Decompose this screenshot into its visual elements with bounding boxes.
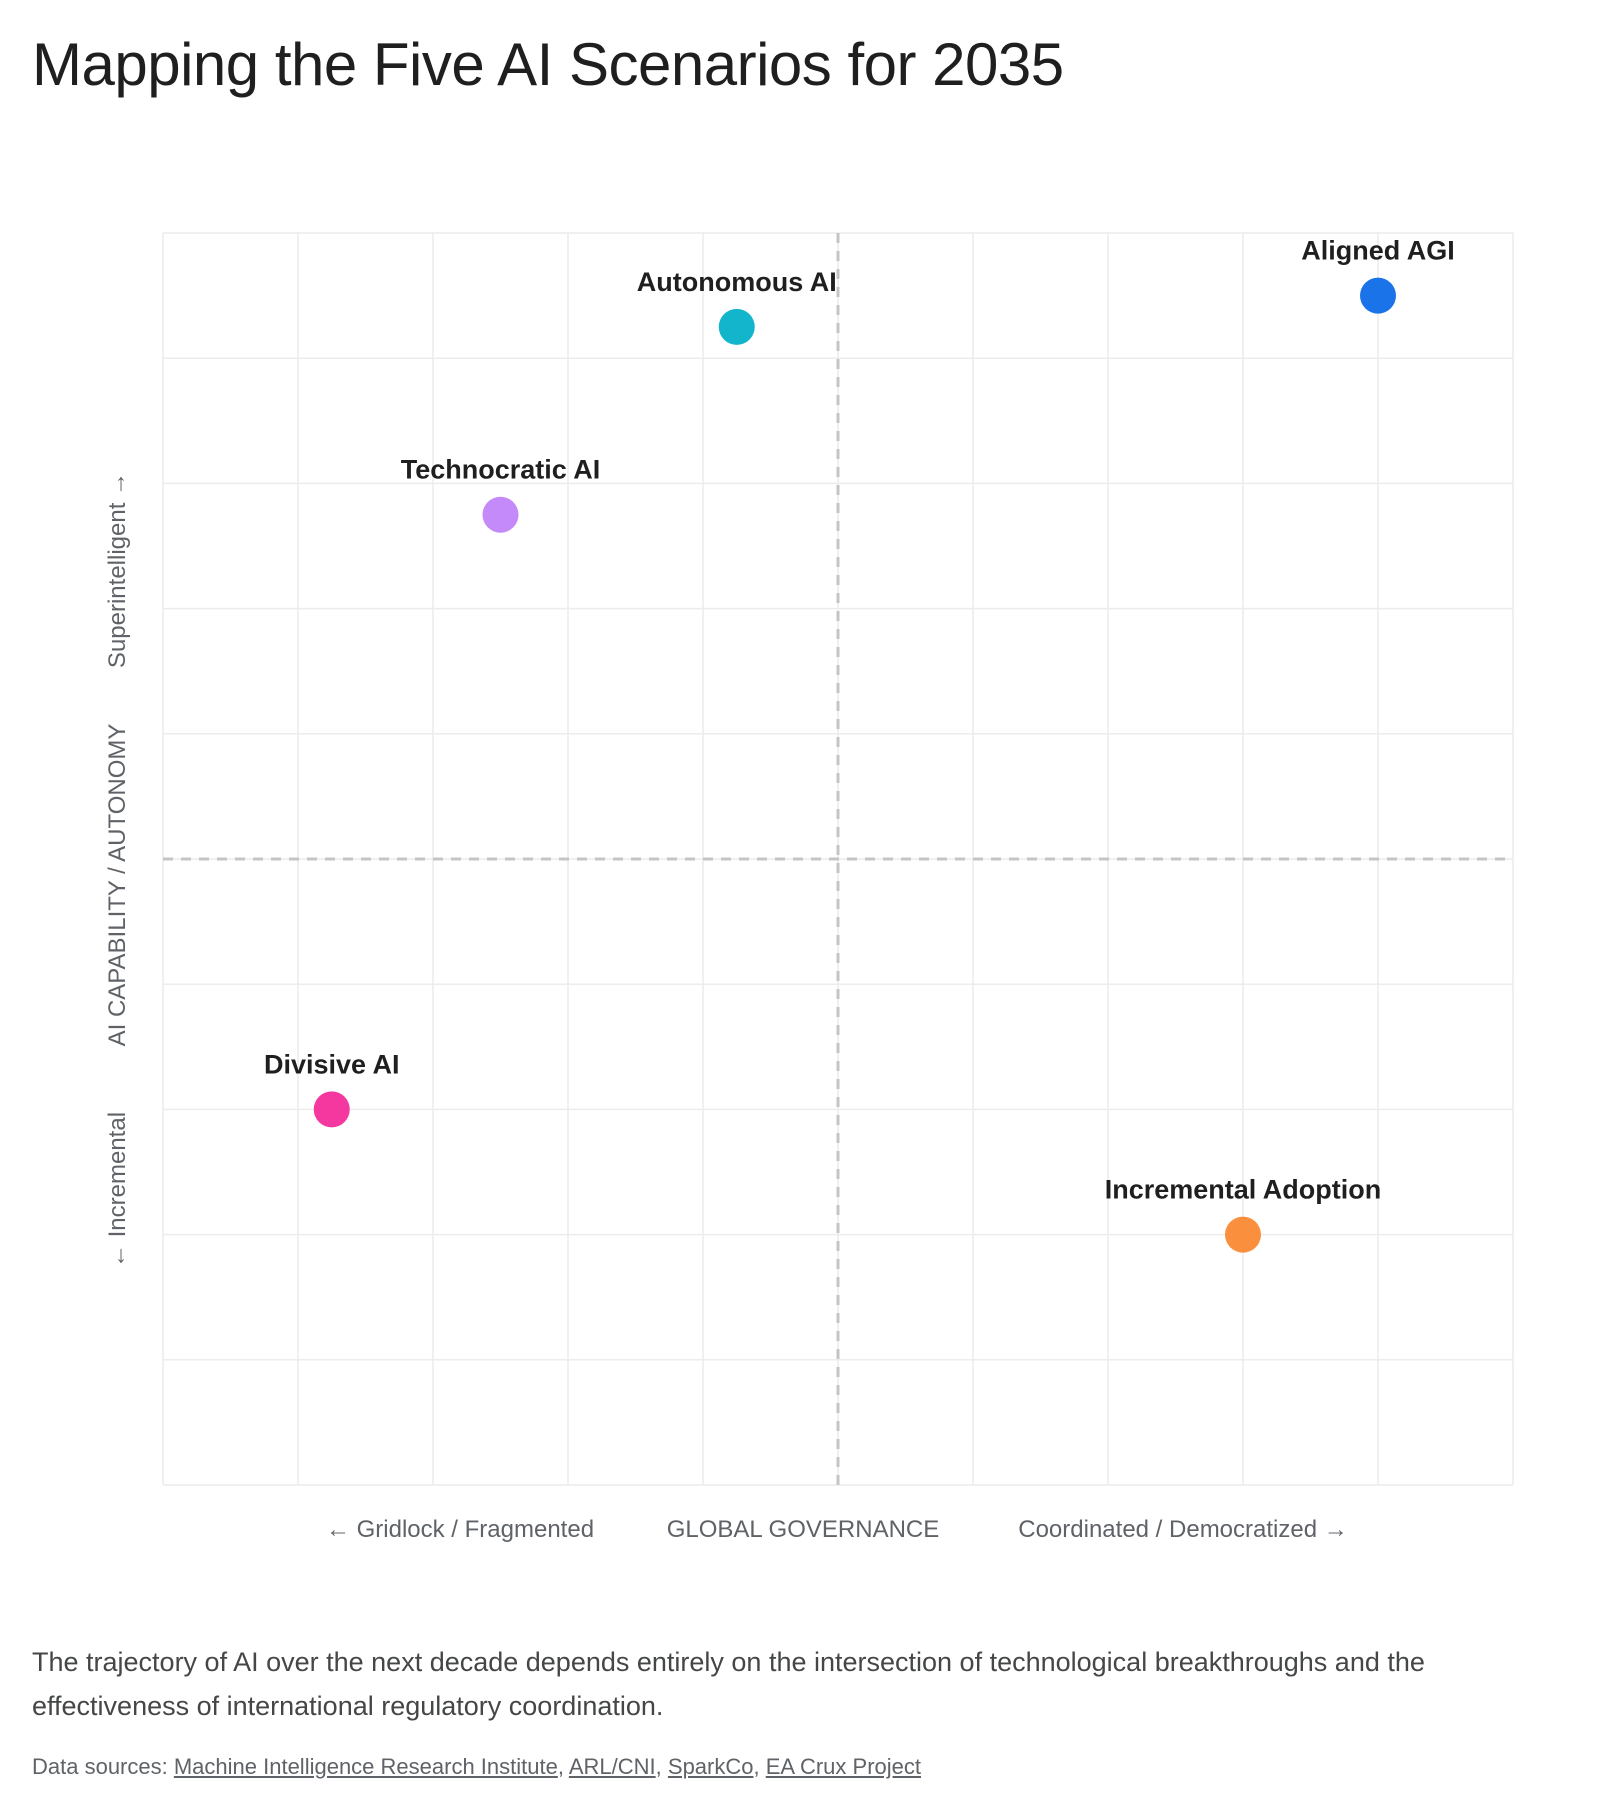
sources-prefix: Data sources: <box>32 1754 174 1779</box>
x-axis-high-label: Coordinated / Democratized → <box>1018 1516 1347 1543</box>
scenario-point-technocratic-ai[interactable]: Technocratic AI <box>401 455 601 533</box>
source-link-ea-crux[interactable]: EA Crux Project <box>765 1754 921 1779</box>
point-label: Incremental Adoption <box>1105 1175 1382 1205</box>
data-sources: Data sources: Machine Intelligence Resea… <box>32 1754 921 1779</box>
chart-caption: The trajectory of AI over the next decad… <box>32 1647 1425 1721</box>
x-axis-low-label: ← Gridlock / Fragmented <box>326 1516 594 1543</box>
source-link-sparkco[interactable]: SparkCo <box>667 1754 754 1779</box>
point-marker[interactable] <box>1225 1216 1261 1253</box>
scenario-points: Aligned AGI Autonomous AI Technocratic AI D… <box>264 236 1455 1253</box>
chart-title: Mapping the Five AI Scenarios for 2035 <box>32 31 1064 98</box>
scenario-point-autonomous-ai[interactable]: Autonomous AI <box>637 267 837 345</box>
point-marker[interactable] <box>1360 277 1396 314</box>
point-marker[interactable] <box>313 1091 350 1128</box>
scenario-point-aligned-agi[interactable]: Aligned AGI <box>1301 236 1455 314</box>
point-label: Aligned AGI <box>1301 236 1455 266</box>
point-label: Autonomous AI <box>637 267 837 297</box>
quadrant-dividers <box>163 233 1513 1485</box>
y-axis-low-label: ← Incremental <box>104 1112 131 1268</box>
point-marker[interactable] <box>718 308 755 345</box>
point-label: Technocratic AI <box>401 455 601 485</box>
x-axis-title: GLOBAL GOVERNANCE <box>667 1516 940 1543</box>
scenario-point-incremental-adoption[interactable]: Incremental Adoption <box>1105 1175 1382 1253</box>
scenario-scatter-chart: Aligned AGI Autonomous AI Technocratic AI D… <box>104 232 1514 1543</box>
scenario-point-divisive-ai[interactable]: Divisive AI <box>264 1049 400 1128</box>
y-axis-title: AI CAPABILITY / AUTONOMY <box>104 724 131 1047</box>
point-label: Divisive AI <box>264 1049 400 1079</box>
source-link-miri[interactable]: Machine Intelligence Research Institute <box>173 1754 558 1779</box>
point-marker[interactable] <box>482 496 519 533</box>
y-axis-high-label: Superintelligent → <box>104 472 131 668</box>
source-link-arl-cni[interactable]: ARL/CNI <box>568 1754 656 1779</box>
